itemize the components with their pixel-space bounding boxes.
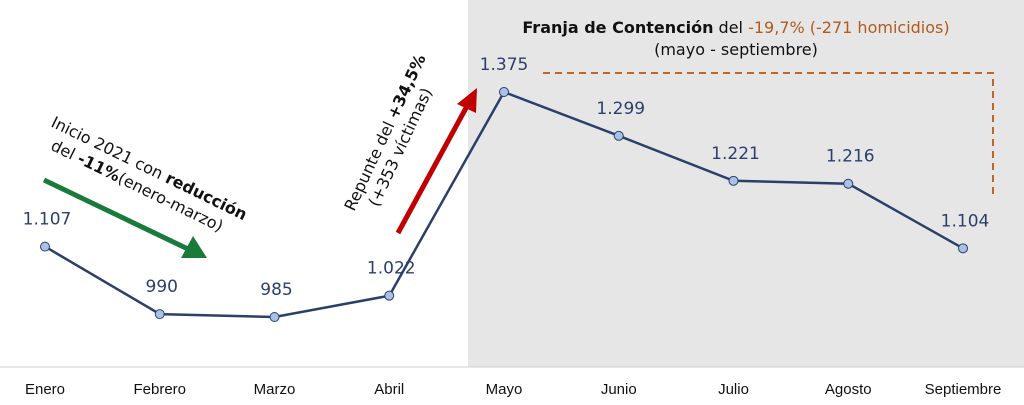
contention-title: Franja de Contención del -19,7% (-271 ho… (522, 18, 949, 37)
rebound-arrow (395, 88, 477, 235)
data-label: 1.107 (23, 210, 72, 230)
contention-band (468, 0, 1024, 367)
data-point (958, 243, 968, 254)
data-label: 1.221 (711, 144, 760, 164)
x-tick-label: Junio (601, 381, 637, 398)
data-label: 990 (146, 277, 178, 297)
x-tick-label: Julio (718, 381, 749, 398)
contention-subtitle: (mayo - septiembre) (654, 40, 818, 59)
data-label: 1.375 (480, 55, 529, 75)
data-label: 1.022 (367, 259, 416, 279)
data-point (613, 130, 624, 141)
data-point (154, 309, 165, 320)
x-tick-label: Abril (374, 381, 404, 398)
rebound-annotation: Repunte del +34,5% (+353 víctimas) (340, 51, 436, 213)
x-tick-label: Agosto (825, 381, 872, 398)
data-label: 1.216 (826, 147, 875, 167)
data-label: 985 (260, 280, 292, 300)
contention-bracket (543, 72, 994, 195)
svg-text:Inicio 2021 con reducción: Inicio 2021 con reducción (48, 113, 250, 225)
data-point (269, 312, 280, 322)
reduction-arrow (42, 177, 207, 258)
data-point (384, 290, 395, 301)
x-tick-label: Marzo (254, 381, 296, 398)
x-tick-label: Mayo (486, 381, 523, 398)
data-point (40, 241, 50, 252)
x-tick-label: Septiembre (925, 381, 1002, 398)
data-point (499, 87, 509, 97)
data-label: 1.104 (941, 211, 990, 231)
data-label: 1.299 (596, 99, 645, 119)
x-tick-label: Enero (25, 381, 65, 398)
x-tick-label: Febrero (133, 381, 186, 398)
data-point (843, 178, 854, 189)
data-point (728, 175, 739, 186)
